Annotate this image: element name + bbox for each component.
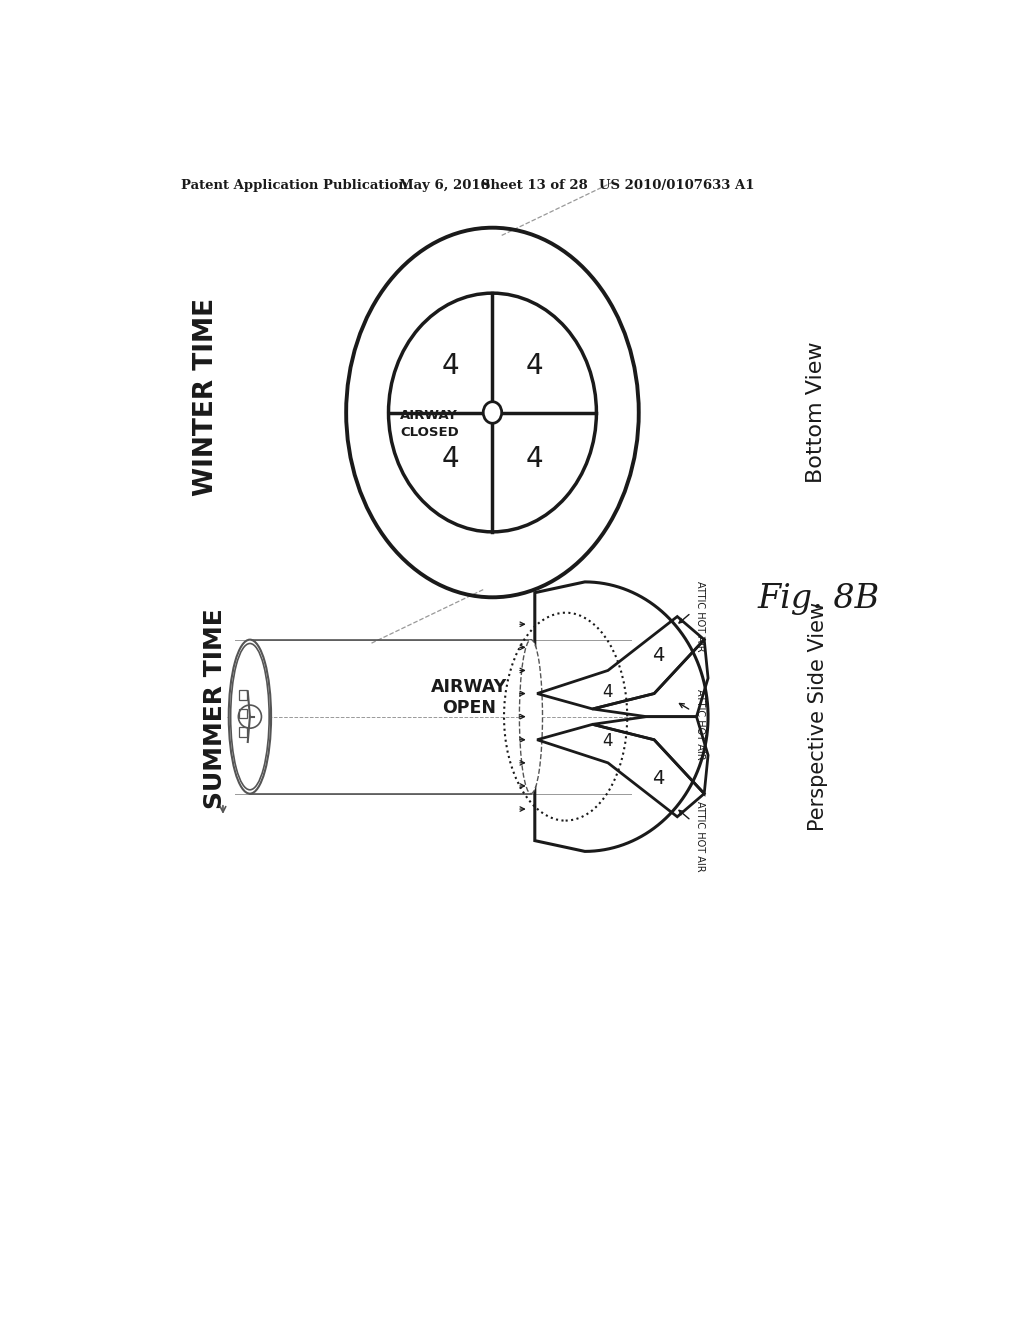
Text: 4: 4 bbox=[603, 682, 613, 701]
Ellipse shape bbox=[228, 640, 271, 793]
Text: Patent Application Publication: Patent Application Publication bbox=[180, 178, 408, 191]
Text: Fig. 8B: Fig. 8B bbox=[757, 583, 880, 615]
Ellipse shape bbox=[519, 640, 543, 793]
Text: SUMMER TIME: SUMMER TIME bbox=[203, 609, 227, 809]
Text: WINTER TIME: WINTER TIME bbox=[193, 298, 219, 496]
Circle shape bbox=[239, 705, 261, 729]
Text: AIRWAY
OPEN: AIRWAY OPEN bbox=[431, 678, 508, 717]
Text: 4: 4 bbox=[441, 352, 459, 380]
Text: US 2010/0107633 A1: US 2010/0107633 A1 bbox=[599, 178, 755, 191]
Text: Perspective Side View: Perspective Side View bbox=[808, 602, 828, 832]
Text: 4: 4 bbox=[441, 445, 459, 473]
Ellipse shape bbox=[483, 401, 502, 424]
Text: May 6, 2010: May 6, 2010 bbox=[398, 178, 489, 191]
Text: 4: 4 bbox=[652, 645, 665, 664]
Text: Sheet 13 of 28: Sheet 13 of 28 bbox=[481, 178, 588, 191]
Text: ATTIC HOT AIR: ATTIC HOT AIR bbox=[695, 581, 706, 652]
Text: 4: 4 bbox=[526, 445, 544, 473]
Text: 4: 4 bbox=[603, 733, 613, 750]
Text: 4: 4 bbox=[652, 768, 665, 788]
Text: Bottom View: Bottom View bbox=[806, 342, 826, 483]
Text: ATTIC HOT AIR: ATTIC HOT AIR bbox=[695, 689, 706, 760]
Text: AIRWAY
CLOSED: AIRWAY CLOSED bbox=[400, 409, 459, 440]
Text: 4: 4 bbox=[526, 352, 544, 380]
Text: ATTIC HOT AIR: ATTIC HOT AIR bbox=[695, 801, 706, 871]
